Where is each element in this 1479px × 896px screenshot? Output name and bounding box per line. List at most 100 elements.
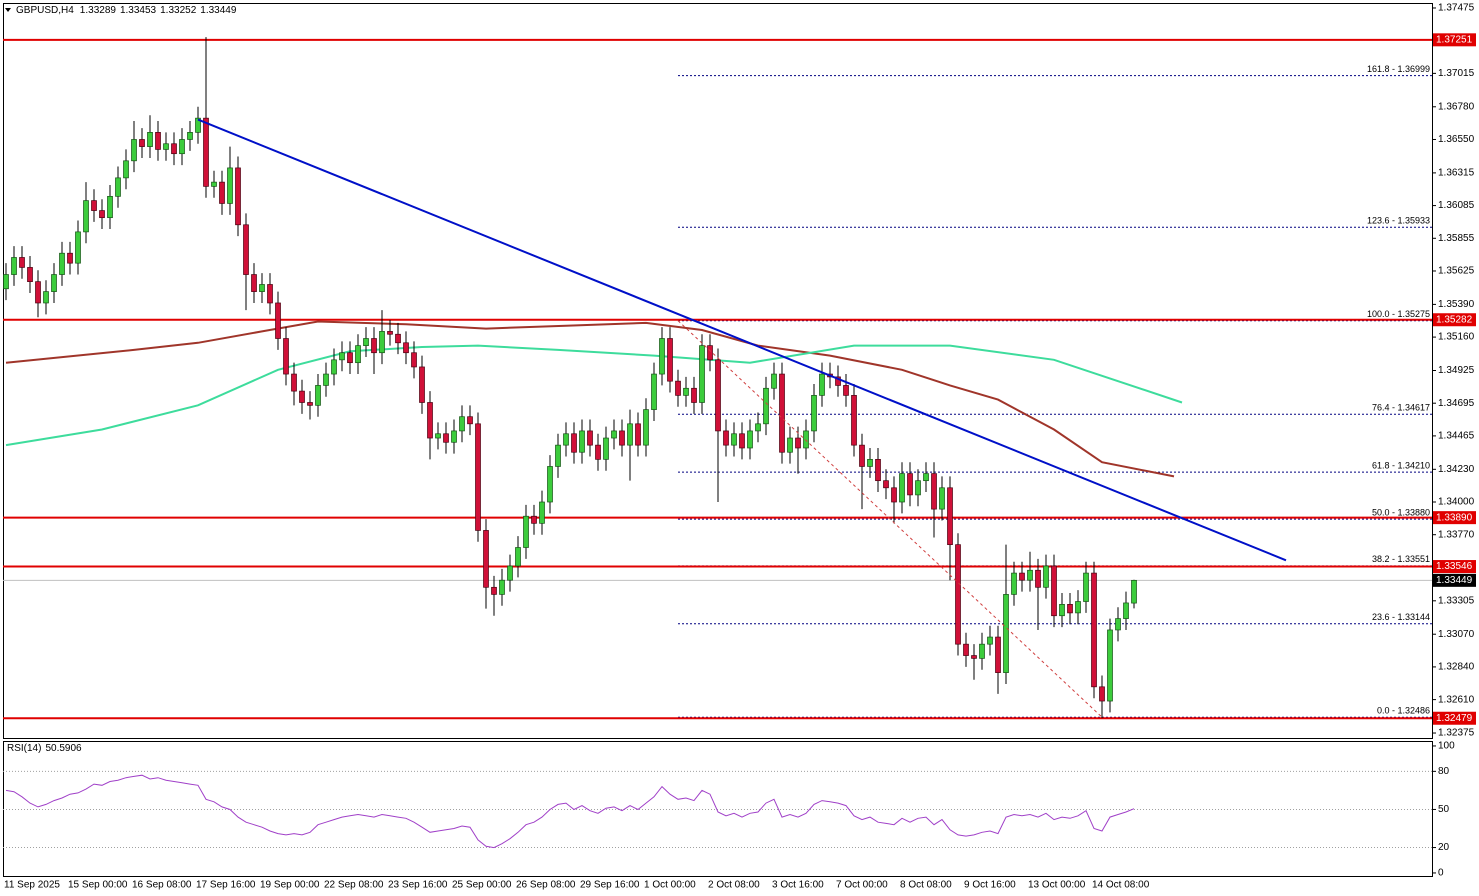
y-tick-label: 1.32840 bbox=[1438, 662, 1475, 673]
candle-body-up bbox=[187, 132, 193, 140]
candle-body-down bbox=[851, 395, 857, 446]
candle-body-down bbox=[947, 487, 953, 546]
candle-body-down bbox=[419, 366, 425, 403]
moving-average bbox=[5, 344, 1183, 447]
candle-body-up bbox=[131, 139, 137, 162]
candle-body-up bbox=[747, 430, 753, 449]
rsi-tick-label: 80 bbox=[1438, 766, 1450, 777]
y-tick-label: 1.37475 bbox=[1438, 3, 1475, 14]
candle-body-down bbox=[27, 267, 33, 282]
header-price: 1.33252 bbox=[160, 5, 197, 16]
candle-body-up bbox=[611, 430, 617, 439]
x-tick-label: 25 Sep 00:00 bbox=[452, 880, 512, 891]
x-tick-label: 3 Oct 16:00 bbox=[772, 880, 824, 891]
rsi-tick-label: 20 bbox=[1438, 842, 1450, 853]
header-price: 1.33449 bbox=[200, 5, 237, 16]
candle-body-up bbox=[11, 257, 17, 275]
rsi-value: 50.5906 bbox=[45, 743, 82, 754]
candle-body-down bbox=[667, 338, 673, 382]
candle-body-up bbox=[3, 274, 9, 290]
candle-body-down bbox=[411, 352, 417, 368]
x-tick-label: 8 Oct 08:00 bbox=[900, 880, 952, 891]
candle-body-down bbox=[619, 430, 625, 446]
level-label: 1.33890 bbox=[1436, 512, 1473, 523]
candle-body-down bbox=[1067, 604, 1073, 614]
candle-body-down bbox=[219, 181, 225, 204]
candle-body-up bbox=[75, 231, 81, 264]
candle-body-up bbox=[115, 177, 121, 197]
candle-body-down bbox=[1035, 569, 1041, 588]
candle-body-up bbox=[147, 132, 153, 147]
candle-body-up bbox=[627, 423, 633, 446]
candle-body-down bbox=[171, 143, 177, 155]
candle-body-up bbox=[803, 430, 809, 449]
candle-body-down bbox=[251, 274, 257, 292]
candle-body-up bbox=[563, 433, 569, 446]
level-box bbox=[1433, 33, 1476, 47]
candle-body-up bbox=[1131, 579, 1137, 604]
x-tick-label: 13 Oct 00:00 bbox=[1028, 880, 1086, 891]
candle-body-down bbox=[1099, 686, 1105, 702]
candle-body-down bbox=[203, 117, 209, 187]
candle-body-up bbox=[83, 200, 89, 233]
candle-body-up bbox=[515, 547, 521, 567]
candle-body-up bbox=[683, 387, 689, 396]
candle-body-up bbox=[51, 274, 57, 292]
rsi-tick-label: 50 bbox=[1438, 804, 1450, 815]
candle-body-down bbox=[403, 342, 409, 354]
candle-body-up bbox=[227, 167, 233, 204]
candle-body-up bbox=[1043, 565, 1049, 588]
candle-body-up bbox=[107, 195, 113, 219]
candle-body-down bbox=[571, 433, 577, 453]
candle-body-down bbox=[723, 430, 729, 446]
fib-label: 0.0 - 1.32486 bbox=[1377, 706, 1430, 716]
candle-body-down bbox=[467, 416, 473, 425]
x-tick-label: 26 Sep 08:00 bbox=[516, 880, 576, 891]
fib-label: 123.6 - 1.35933 bbox=[1367, 216, 1430, 226]
candle-body-down bbox=[707, 345, 713, 361]
candle-body-up bbox=[555, 444, 561, 467]
candle-body-down bbox=[291, 373, 297, 392]
y-tick-label: 1.35625 bbox=[1438, 266, 1475, 277]
candle-body-up bbox=[1083, 572, 1089, 602]
candle-body-up bbox=[579, 430, 585, 453]
candle-body-down bbox=[595, 444, 601, 460]
x-tick-label: 17 Sep 16:00 bbox=[196, 880, 256, 891]
candle-body-up bbox=[1011, 572, 1017, 595]
last-price-label: 1.33449 bbox=[1436, 575, 1473, 586]
candle-body-up bbox=[1059, 604, 1065, 617]
x-tick-label: 19 Sep 00:00 bbox=[260, 880, 320, 891]
candle-body-down bbox=[995, 636, 1001, 673]
candle-body-down bbox=[35, 281, 41, 304]
candle-body-up bbox=[939, 487, 945, 510]
candle-body-up bbox=[987, 636, 993, 645]
candle-body-down bbox=[971, 655, 977, 659]
candle-body-down bbox=[91, 200, 97, 211]
candle-body-up bbox=[659, 338, 665, 375]
fib-label: 23.6 - 1.33144 bbox=[1372, 612, 1430, 622]
candle-body-down bbox=[587, 430, 593, 446]
y-tick-label: 1.35855 bbox=[1438, 233, 1475, 244]
y-tick-label: 1.36780 bbox=[1438, 101, 1475, 112]
candle-body-up bbox=[315, 385, 321, 406]
y-tick-label: 1.36550 bbox=[1438, 134, 1475, 145]
candle-body-down bbox=[675, 380, 681, 396]
candle-body-up bbox=[731, 433, 737, 446]
candle-body-up bbox=[499, 579, 505, 595]
y-tick-label: 1.33070 bbox=[1438, 629, 1475, 640]
candle-body-down bbox=[739, 433, 745, 449]
fib-label: 61.8 - 1.34210 bbox=[1372, 461, 1430, 471]
candle-body-down bbox=[475, 423, 481, 531]
candle-body-up bbox=[603, 437, 609, 460]
candle-body-up bbox=[435, 433, 441, 439]
candle-body-down bbox=[883, 480, 889, 489]
candle-body-up bbox=[451, 430, 457, 443]
y-tick-label: 1.32375 bbox=[1438, 728, 1475, 739]
candle-body-down bbox=[443, 433, 449, 443]
y-tick-label: 1.35390 bbox=[1438, 299, 1475, 310]
candle-body-up bbox=[699, 345, 705, 403]
candle-body-up bbox=[811, 395, 817, 432]
candle-body-up bbox=[923, 473, 929, 482]
x-tick-label: 22 Sep 08:00 bbox=[324, 880, 384, 891]
